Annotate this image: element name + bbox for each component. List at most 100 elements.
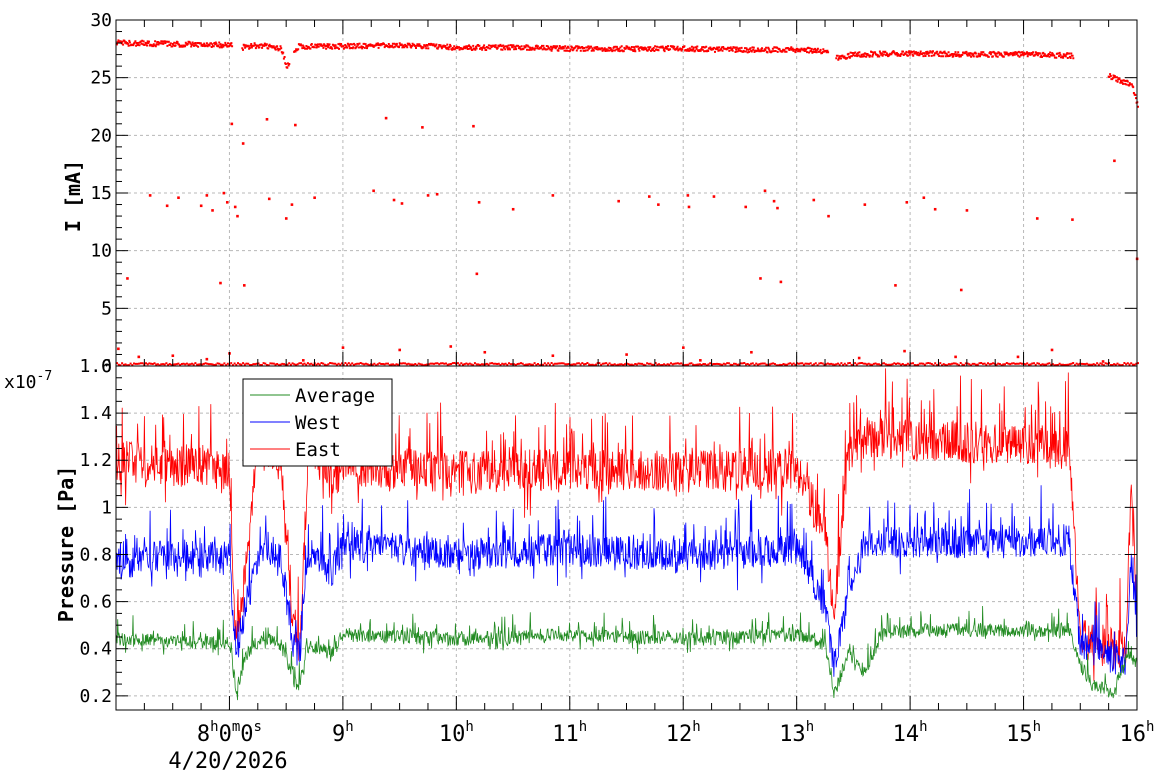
current-point [1016, 355, 1020, 359]
current-point [301, 359, 305, 362]
pressure-series-west [115, 485, 1138, 677]
current-point [242, 284, 246, 287]
current-ytick-label: 5 [101, 298, 112, 319]
current-point [779, 280, 783, 284]
current-point [205, 357, 209, 361]
current-point [177, 196, 180, 200]
current-point [426, 194, 430, 197]
x-axis-date: 4/20/2026 [168, 749, 287, 774]
current-point [682, 346, 685, 349]
current-point [551, 354, 555, 358]
current-point [222, 191, 226, 195]
pressure-ytick-label: 1.6 [79, 356, 112, 377]
current-point [959, 288, 963, 292]
current-point [219, 281, 222, 285]
current-point [903, 349, 906, 353]
current-ytick-label: 30 [90, 10, 112, 31]
current-ytick-label: 15 [90, 183, 112, 204]
pressure-y-axis-label: Pressure [Pa] [54, 466, 78, 623]
current-point [341, 346, 345, 349]
pressure-series-average [115, 605, 1138, 701]
current-ytick-label: 10 [90, 241, 112, 262]
legend-label-east: East [295, 439, 341, 461]
current-point [384, 116, 388, 120]
current-point [483, 350, 487, 354]
current-ytick-label: 0 [101, 356, 112, 377]
current-point [894, 284, 897, 287]
current-point [230, 122, 234, 126]
x-tick-label: 15h [1006, 719, 1041, 747]
pressure-scale-factor: x10-7 [4, 369, 52, 393]
pressure-y-ticks: 0.2 0.4 0.6 0.8 1 1.2 1.4 1.6 [79, 356, 1137, 707]
current-point [267, 197, 271, 201]
current-point [400, 202, 404, 205]
current-outliers [117, 116, 1139, 363]
x-tick-label: 8h0m0s [197, 719, 262, 747]
current-point [776, 206, 779, 210]
current-point [165, 204, 169, 208]
current-point [449, 345, 453, 348]
pressure-ytick-label: 0.6 [79, 592, 112, 613]
current-series-line [116, 39, 1139, 108]
time-axis: 8h0m0s 9h 10h 11h 12h 13h 14h 15h 16h [115, 20, 1154, 747]
current-point [551, 194, 555, 197]
current-point [435, 192, 439, 196]
current-y-ticks: 0 5 10 15 20 25 30 [90, 10, 1137, 377]
current-point [284, 217, 288, 220]
current-point [421, 126, 424, 129]
current-point [171, 354, 175, 358]
x-tick-label: 13h [779, 719, 814, 747]
x-tick-label: 9h [332, 719, 354, 747]
current-point [750, 350, 753, 354]
current-point [657, 203, 660, 206]
pressure-ytick-label: 0.4 [79, 639, 112, 660]
current-point [863, 203, 867, 206]
legend-label-average: Average [295, 385, 375, 407]
current-point [712, 195, 716, 198]
current-point [1113, 159, 1116, 163]
current-point [905, 201, 909, 204]
current-point [625, 353, 628, 356]
current-point [954, 355, 957, 359]
current-point [772, 199, 776, 203]
pressure-series [115, 368, 1138, 701]
current-point [965, 209, 969, 212]
current-point [392, 198, 396, 202]
current-point [1035, 217, 1039, 220]
current-point [647, 195, 651, 198]
current-point [759, 277, 762, 280]
x-tick-label: 11h [552, 719, 587, 747]
current-point [241, 142, 245, 145]
current-ytick-label: 25 [90, 68, 112, 89]
current-point [225, 201, 229, 204]
current-point [933, 207, 937, 211]
current-point [313, 196, 316, 200]
current-point [117, 347, 120, 351]
current-point [1071, 218, 1074, 221]
current-point [265, 117, 269, 121]
current-ytick-label: 20 [90, 125, 112, 146]
current-point [233, 205, 237, 209]
current-point [372, 189, 375, 193]
pressure-series-east [115, 368, 1138, 682]
current-point [686, 194, 690, 197]
x-tick-label: 12h [666, 719, 701, 747]
current-point [199, 204, 203, 208]
current-point [398, 348, 402, 352]
current-point [475, 272, 479, 276]
current-point [205, 194, 209, 197]
pressure-ytick-label: 1 [101, 497, 112, 518]
current-point [477, 201, 481, 204]
current-point [617, 199, 620, 203]
current-point [211, 209, 214, 212]
pressure-ytick-label: 1.4 [79, 403, 112, 424]
legend-label-west: West [295, 412, 341, 434]
current-point [1101, 360, 1105, 363]
current-point [126, 277, 129, 280]
current-panel: 0 5 10 15 20 25 30 I [mA] [61, 10, 1139, 377]
pressure-ytick-label: 0.2 [79, 686, 112, 707]
current-point [763, 189, 767, 193]
current-point [290, 203, 294, 206]
